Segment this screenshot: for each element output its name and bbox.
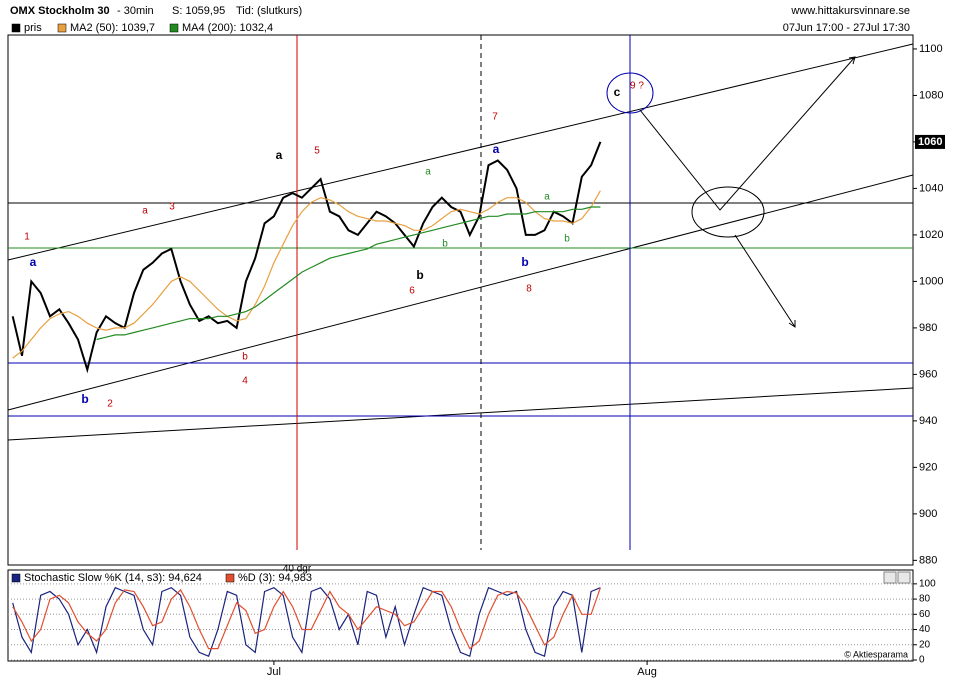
x-tick-label: Aug: [637, 666, 657, 678]
legend-swatch: [225, 573, 235, 583]
legend-swatch: [57, 23, 67, 33]
legend-label: MA2 (50): 1039,7: [70, 22, 155, 34]
last-price: S: 1059,95: [172, 5, 225, 17]
y-tick-label: 60: [919, 609, 931, 620]
legend-label: MA4 (200): 1032,4: [182, 22, 273, 34]
zoom-button[interactable]: [883, 571, 897, 584]
wave-label: a: [142, 206, 148, 217]
y-tick-label: 1020: [919, 229, 943, 241]
trendline: [7, 387, 914, 441]
legend-label: %D (3): 94,983: [238, 572, 312, 584]
series-line: [12, 190, 601, 359]
wave-label: b: [416, 268, 423, 282]
y-tick-label: 1080: [919, 89, 943, 101]
chart-title: OMX Stockholm 30: [10, 5, 110, 17]
series-line: [96, 206, 601, 341]
y-tick-label: 980: [919, 322, 937, 334]
y-tick-label: 1000: [919, 275, 943, 287]
main-frame: [7, 34, 914, 566]
y-tick-label: 20: [919, 639, 931, 650]
y-tick-label: 940: [919, 415, 937, 427]
wave-label: 9 ?: [630, 81, 644, 92]
site: www.hittakursvinnare.se: [790, 5, 910, 17]
y-tick-label: 920: [919, 461, 937, 473]
legend-swatch: [11, 23, 21, 33]
wave-label: b: [242, 352, 248, 363]
wave-label: 6: [409, 286, 415, 297]
trendline: [7, 174, 914, 411]
x-tick-label: Jul: [267, 666, 281, 678]
legend-label: Stochastic Slow %K (14, s3): 94,624: [24, 572, 202, 584]
y-tick-label: 900: [919, 508, 937, 520]
wave-label: 7: [492, 112, 498, 123]
wave-label: 3: [169, 202, 175, 213]
y-tick-label: 1040: [919, 182, 943, 194]
wave-label: 2: [107, 399, 113, 410]
y-tick-label: 40: [919, 624, 931, 635]
drawn-lines: [7, 35, 914, 550]
series-line: [12, 587, 601, 650]
interval: - 30min: [117, 5, 154, 17]
legend-swatch: [169, 23, 179, 33]
wave-label: 4: [242, 376, 248, 387]
wave-label: a: [493, 142, 500, 156]
date-range: 07Jun 17:00 - 27Jul 17:30: [783, 22, 910, 34]
circle-marker: [606, 72, 654, 114]
y-tick-label: 880: [919, 554, 937, 566]
wave-label: a: [30, 255, 37, 269]
arrow: [639, 56, 856, 328]
legend-label: pris: [24, 22, 42, 34]
wave-label: b: [81, 392, 88, 406]
y-tick-label: 0: [919, 655, 925, 666]
circle-marker: [691, 186, 765, 238]
price-label: 1060: [918, 136, 942, 148]
y-tick-label: 960: [919, 368, 937, 380]
wave-label: 8: [526, 284, 532, 295]
credit: © Aktiesparama: [844, 649, 908, 659]
wave-label: 1: [24, 232, 30, 243]
series-line: [11, 141, 602, 374]
wave-label: a: [425, 167, 431, 178]
y-tick-label: 80: [919, 594, 931, 605]
price-box: [915, 134, 945, 149]
close-button[interactable]: [897, 571, 911, 584]
y-tick-label: 1100: [919, 43, 943, 55]
trendline: [7, 43, 914, 261]
wave-label: b: [442, 239, 448, 250]
y-tick-label: 100: [919, 578, 936, 589]
wave-label: a: [276, 148, 283, 162]
sub-frame: [7, 569, 914, 662]
wave-label: 5: [314, 146, 320, 157]
wave-label: c: [614, 85, 621, 99]
time-mode: Tid: (slutkurs): [236, 5, 302, 17]
wave-label: a: [544, 192, 550, 203]
legend-swatch: [11, 573, 21, 583]
wave-label: b: [564, 234, 570, 245]
wave-label: b: [521, 255, 528, 269]
wave-label: 40 dgr: [283, 564, 312, 575]
